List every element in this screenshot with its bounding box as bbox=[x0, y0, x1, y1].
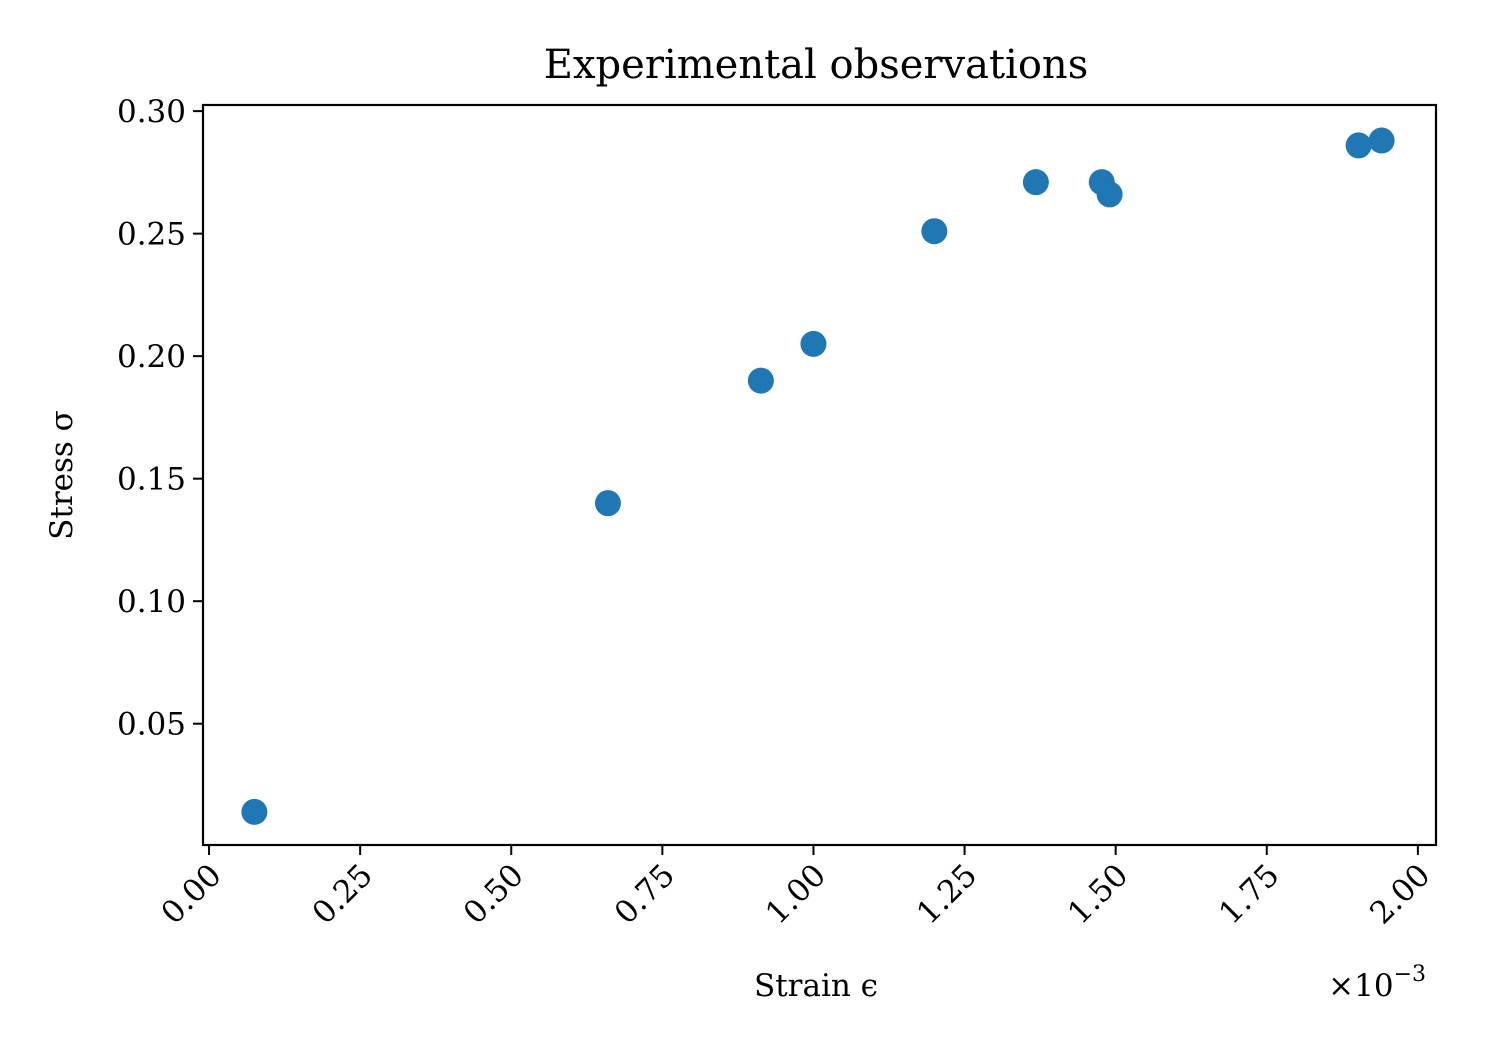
y-tick-label-2: 0.15 bbox=[117, 462, 186, 498]
y-axis-label: Stress σ bbox=[44, 410, 80, 540]
y-tick-label-0: 0.05 bbox=[117, 707, 186, 743]
data-point-3 bbox=[800, 330, 827, 357]
x-axis-label: Strain ϵ bbox=[754, 968, 878, 1004]
x-offset-base: ×10 bbox=[1328, 968, 1393, 1004]
x-axis-offset-label: ×10−3 bbox=[1328, 962, 1426, 1004]
data-point-5 bbox=[1022, 169, 1049, 196]
data-point-2 bbox=[747, 367, 774, 394]
data-point-8 bbox=[1345, 132, 1372, 159]
data-point-0 bbox=[241, 798, 268, 825]
plot-frame bbox=[201, 103, 1438, 847]
points-layer bbox=[241, 127, 1395, 825]
chart-title: Experimental observations bbox=[544, 42, 1088, 88]
y-tick-label-5: 0.30 bbox=[117, 94, 186, 130]
y-tick-label-4: 0.25 bbox=[117, 217, 186, 253]
data-point-1 bbox=[594, 490, 621, 517]
data-point-4 bbox=[921, 218, 948, 245]
data-point-7 bbox=[1096, 181, 1123, 208]
y-axis-ticks: 0.05 0.10 0.15 0.20 0.25 0.30 bbox=[117, 94, 203, 743]
x-offset-exponent: −3 bbox=[1394, 962, 1426, 987]
data-point-9 bbox=[1368, 127, 1395, 154]
y-tick-label-3: 0.20 bbox=[117, 339, 186, 375]
y-tick-label-1: 0.10 bbox=[117, 584, 186, 620]
